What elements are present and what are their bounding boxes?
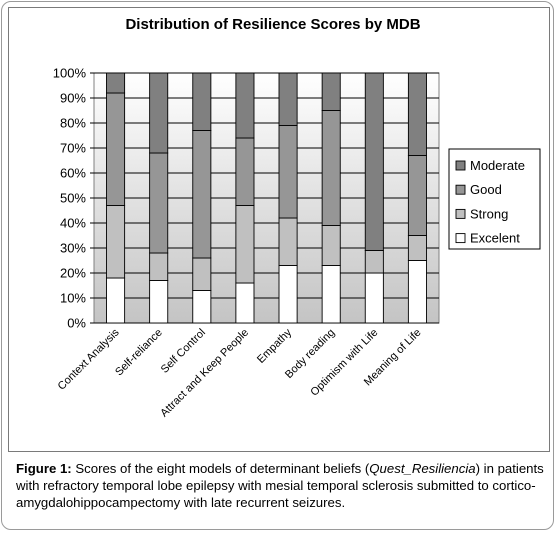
bar-segment-good <box>192 130 212 259</box>
y-tick-label: 90% <box>60 91 86 106</box>
y-tick-label: 70% <box>60 141 86 156</box>
chart-svg: Distribution of Resilience Scores by MDB… <box>53 16 541 419</box>
bar-segment-strong <box>106 205 126 279</box>
bar-segment-good <box>278 125 298 219</box>
bar-segment-moderate <box>407 72 427 156</box>
chart-title: Distribution of Resilience Scores by MDB <box>125 16 420 33</box>
bar-segment-moderate <box>364 72 384 251</box>
bar-segment-moderate <box>106 72 126 94</box>
y-tick-label: 50% <box>60 191 86 206</box>
bar-segment-strong <box>321 225 341 266</box>
bar-layer <box>106 72 427 324</box>
bar-segment-excelent <box>407 260 427 324</box>
bar-segment-good <box>149 152 169 254</box>
bar-segment-strong <box>407 235 427 261</box>
legend-label-excelent: Excelent <box>470 231 520 246</box>
bar-segment-excelent <box>278 265 298 324</box>
y-tick-label: 60% <box>60 166 86 181</box>
y-tick-label: 10% <box>60 291 86 306</box>
bar-segment-excelent <box>321 265 341 324</box>
y-tick-label: 100% <box>53 66 87 81</box>
legend-label-moderate: Moderate <box>470 158 525 173</box>
y-tick-label: 20% <box>60 266 86 281</box>
bar-segment-strong <box>192 257 212 291</box>
bar-segment-good <box>321 110 341 226</box>
bar-segment-good <box>106 92 126 206</box>
bar-segment-strong <box>278 217 298 266</box>
bar-segment-good <box>407 155 427 236</box>
x-category-label: Attract and Keep People <box>158 327 251 420</box>
legend-swatch-good <box>455 184 466 195</box>
x-category-label: Empathy <box>255 326 295 366</box>
x-category-label: Context Analysis <box>56 326 122 392</box>
caption-text-after: ) in patients with refractory temporal l… <box>16 461 544 510</box>
bar-segment-strong <box>364 250 384 274</box>
bar-segment-good <box>235 137 255 206</box>
bar-segment-strong <box>235 205 255 284</box>
bar-segment-excelent <box>192 290 212 324</box>
caption-text-before: Scores of the eight models of determinan… <box>71 461 370 476</box>
y-tick-label: 80% <box>60 116 86 131</box>
y-tick-label: 40% <box>60 216 86 231</box>
chart-area: Distribution of Resilience Scores by MDB… <box>8 7 550 452</box>
y-axis-ticks: 0% 10% 20% 30% 40% 50% 60% 70% 80% 90% 100% <box>53 66 87 331</box>
caption-italic: Quest_Resiliencia <box>369 461 476 476</box>
figure-caption: Figure 1: Scores of the eight models of … <box>16 460 548 511</box>
bar-segment-excelent <box>106 277 126 324</box>
bar-segment-excelent <box>149 280 169 324</box>
bar-segment-strong <box>149 252 169 281</box>
caption-label: Figure 1: <box>16 461 72 476</box>
legend-label-strong: Strong <box>470 206 508 221</box>
plot-area <box>90 72 440 324</box>
bar-segment-moderate <box>149 72 169 154</box>
legend-swatch-excelent <box>455 233 466 244</box>
legend-swatch-moderate <box>455 160 466 171</box>
bar-segment-moderate <box>235 72 255 139</box>
bar-segment-excelent <box>364 272 384 324</box>
legend-swatch-strong <box>455 208 466 219</box>
bar-segment-moderate <box>192 72 212 131</box>
bar-segment-moderate <box>321 72 341 111</box>
bar-segment-moderate <box>278 72 298 126</box>
y-tick-label: 30% <box>60 241 86 256</box>
legend: Moderate Good Strong Excelent <box>448 148 541 250</box>
legend-label-good: Good <box>470 182 502 197</box>
bar-segment-excelent <box>235 282 255 324</box>
y-tick-label: 0% <box>67 316 86 331</box>
